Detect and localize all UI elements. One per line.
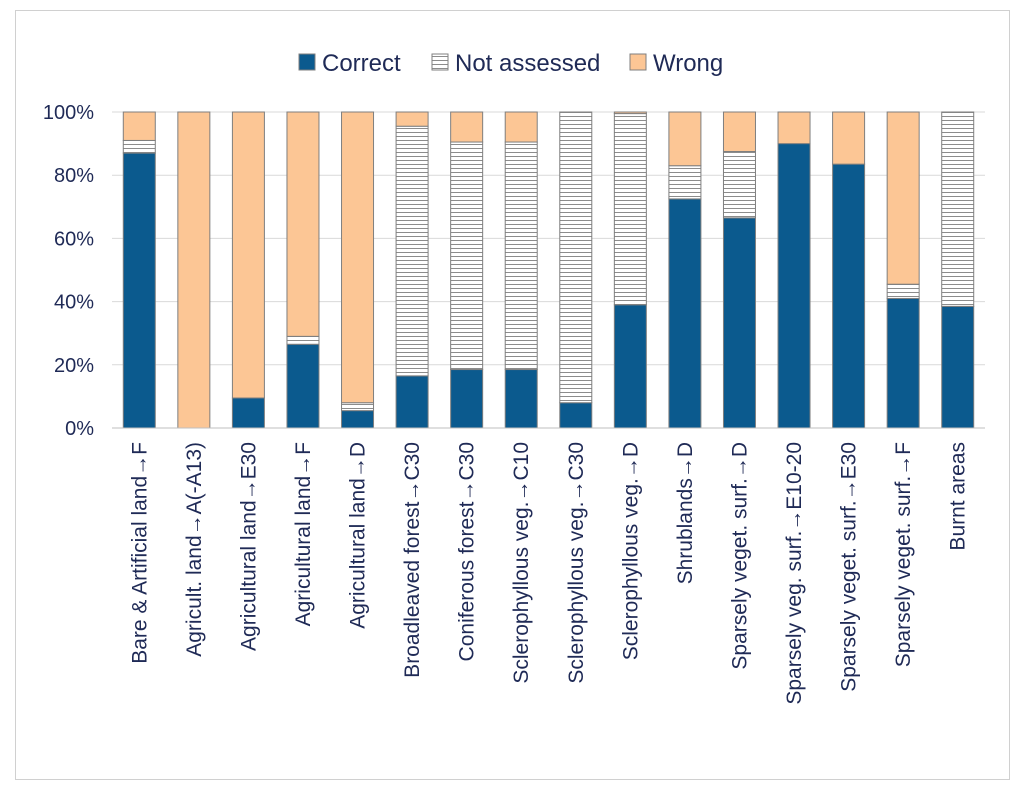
bar-segment-correct — [395, 375, 429, 429]
x-category-label: Bare & Artificial land→F — [128, 442, 151, 664]
bar-segment-correct — [832, 163, 866, 429]
bar-segment-wrong — [450, 111, 484, 143]
x-category-label: Agricultural land→F — [292, 442, 315, 626]
bar-segment-correct — [722, 217, 756, 429]
x-category-label: Agricult. land→A(-A13) — [183, 442, 206, 657]
bar-segment-correct — [668, 198, 702, 429]
bar-segment-wrong — [832, 111, 866, 165]
x-category-label: Coniferous forest→C30 — [456, 442, 479, 661]
x-category-label: Burnt areas — [947, 442, 970, 551]
x-category-label: Agricultural land→D — [347, 442, 370, 629]
legend-label-not-assessed: Not assessed — [455, 50, 600, 77]
bar-segment-wrong — [777, 111, 811, 145]
x-category-label: Sclerophyllous veg.→D — [619, 442, 642, 660]
bar-segment-correct — [559, 402, 593, 429]
x-category-label: Sclerophyllous veg.→C30 — [565, 442, 588, 684]
bar-segment-wrong — [668, 111, 702, 167]
bar-segment-not-assessed — [450, 141, 484, 371]
bar-segment-not-assessed — [668, 165, 702, 200]
y-tick-label: 0% — [65, 418, 94, 440]
legend-swatch-correct — [298, 53, 316, 71]
bar-segment-correct — [613, 304, 647, 429]
x-category-label: Sparsely veget. surf.→E30 — [838, 442, 861, 692]
bar-segment-not-assessed — [286, 335, 320, 345]
legend-swatch-not-assessed — [431, 53, 449, 71]
bar-segment-correct — [341, 410, 375, 429]
x-category-label: Sparsely veget. surf.→F — [892, 442, 915, 667]
bar-segment-wrong — [177, 111, 211, 429]
bar-segment-correct — [231, 397, 265, 429]
bar-segment-not-assessed — [941, 111, 975, 307]
x-category-label: Agricultural land→E30 — [237, 442, 260, 651]
y-axis: 0% 20% 40% 60% 80% 100% — [43, 102, 94, 440]
bar-segment-correct — [122, 152, 156, 429]
bar-segment-not-assessed — [341, 402, 375, 412]
bar-segment-wrong — [613, 111, 647, 115]
bar-segment-wrong — [886, 111, 920, 285]
x-category-label: Broadleaved forest→C30 — [401, 442, 424, 678]
bar-segment-wrong — [504, 111, 538, 143]
x-axis: Bare & Artificial land→F Agricult. land→A… — [112, 427, 985, 705]
legend-swatch-wrong — [629, 53, 647, 71]
legend-label-wrong: Wrong — [653, 50, 723, 77]
y-tick-label: 100% — [43, 102, 94, 124]
bar-segment-not-assessed — [559, 111, 593, 404]
bars — [122, 111, 975, 429]
bar-segment-wrong — [722, 111, 756, 152]
x-category-label: Shrublands→D — [674, 442, 697, 584]
bar-segment-not-assessed — [395, 125, 429, 377]
bar-segment-correct — [886, 297, 920, 429]
legend: Correct Not assessed Wrong — [298, 50, 723, 77]
bar-segment-correct — [941, 305, 975, 429]
bar-segment-wrong — [122, 111, 156, 141]
y-tick-label: 20% — [54, 355, 94, 377]
bar-segment-not-assessed — [722, 151, 756, 219]
x-category-label: Sparsely veget. surf.→D — [728, 442, 751, 670]
bar-segment-correct — [504, 369, 538, 429]
y-tick-label: 80% — [54, 165, 94, 187]
y-tick-label: 40% — [54, 292, 94, 314]
bar-segment-correct — [286, 343, 320, 429]
bar-segment-wrong — [231, 111, 265, 399]
bar-segment-not-assessed — [122, 139, 156, 154]
bar-segment-correct — [450, 369, 484, 429]
y-tick-label: 60% — [54, 228, 94, 250]
bar-segment-not-assessed — [504, 141, 538, 371]
bar-segment-not-assessed — [613, 113, 647, 306]
x-category-label: Sparsely veg. surf.→E10-20 — [783, 442, 806, 705]
bar-segment-wrong — [395, 111, 429, 127]
x-category-label: Sclerophyllous veg.→C10 — [510, 442, 533, 684]
bar-segment-correct — [777, 143, 811, 429]
bar-segment-not-assessed — [886, 283, 920, 299]
bar-segment-wrong — [341, 111, 375, 404]
bar-segment-wrong — [286, 111, 320, 337]
legend-label-correct: Correct — [322, 50, 401, 77]
